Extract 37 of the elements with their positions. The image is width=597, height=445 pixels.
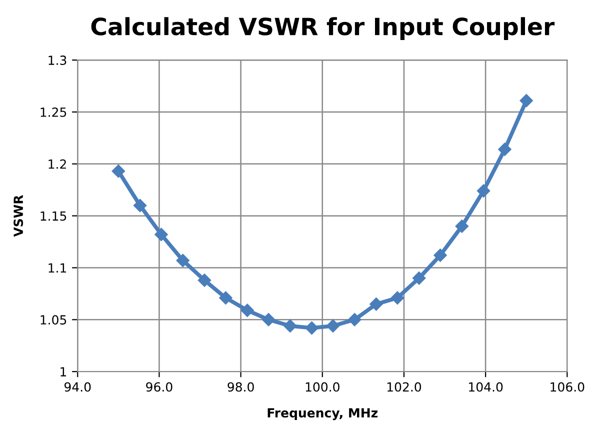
point xyxy=(326,319,340,332)
point xyxy=(154,228,168,242)
point xyxy=(455,220,468,233)
chart-title: Calculated VSWR for Input Coupler xyxy=(91,17,555,40)
y-tick-label: 1 xyxy=(60,367,66,376)
y-tick-label: 1.15 xyxy=(40,211,66,221)
x-tick-label: 102.0 xyxy=(387,382,422,392)
point xyxy=(498,142,512,156)
point xyxy=(434,248,447,262)
point xyxy=(476,184,490,198)
x-tick-label: 100.0 xyxy=(306,382,340,392)
x-tick-label: 106.0 xyxy=(550,382,584,392)
point xyxy=(305,321,318,335)
x-axis-title: Frequency, MHz xyxy=(268,408,378,420)
y-axis-title: VSWR xyxy=(14,195,24,237)
x-tick-label: 96.0 xyxy=(146,382,172,392)
y-tick-label: 1.25 xyxy=(40,107,66,117)
point xyxy=(370,297,383,311)
point xyxy=(219,291,232,304)
x-tick-label: 98.0 xyxy=(228,382,254,392)
point xyxy=(390,291,404,304)
y-tick-label: 1.3 xyxy=(48,56,66,65)
x-tick-label: 104.0 xyxy=(469,382,503,392)
x-tick-label: 94.0 xyxy=(64,382,91,392)
point xyxy=(262,313,276,326)
point xyxy=(284,319,297,332)
y-tick-label: 1.05 xyxy=(40,315,66,325)
point xyxy=(240,304,254,317)
point xyxy=(520,94,533,108)
y-tick-label: 1.2 xyxy=(48,159,66,169)
y-tick-label: 1.1 xyxy=(48,263,66,272)
point xyxy=(348,313,362,326)
point xyxy=(412,272,426,285)
point xyxy=(133,198,147,212)
point xyxy=(176,254,190,268)
point xyxy=(112,164,125,178)
point xyxy=(198,274,212,287)
